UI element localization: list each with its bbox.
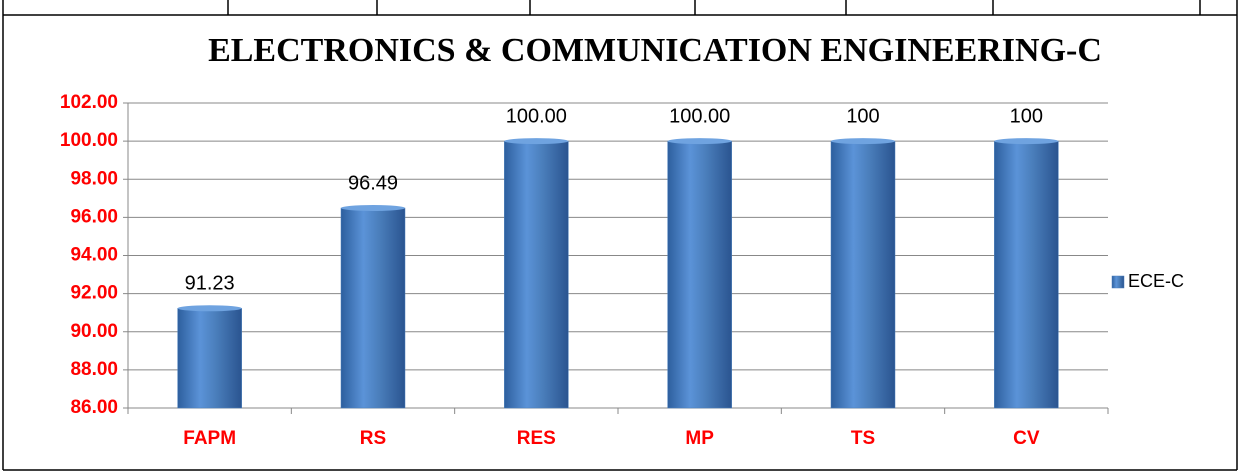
y-tick-label: 88.00 xyxy=(70,359,118,380)
bar xyxy=(504,140,569,409)
value-label: 100 xyxy=(846,105,879,127)
x-tick-label: FAPM xyxy=(183,428,236,449)
value-label: 91.23 xyxy=(185,273,235,295)
value-label: 100 xyxy=(1010,105,1043,127)
x-tick-label: MP xyxy=(685,428,714,449)
bar-cap xyxy=(504,138,569,145)
x-tick-label: RES xyxy=(517,428,556,449)
bar xyxy=(340,207,406,409)
y-tick-label: 90.00 xyxy=(70,321,118,342)
value-label: 100.00 xyxy=(506,105,567,127)
chart-title: ELECTRONICS & COMMUNICATION ENGINEERING-… xyxy=(208,32,1102,69)
value-label: 96.49 xyxy=(348,172,398,194)
legend-label: ECE-C xyxy=(1128,271,1184,291)
value-label: 100.00 xyxy=(669,105,730,127)
y-tick-label: 92.00 xyxy=(70,283,118,304)
x-tick-label: RS xyxy=(360,428,386,449)
bar-cap xyxy=(994,138,1059,145)
legend-swatch xyxy=(1111,275,1125,289)
y-tick-label: 102.00 xyxy=(60,92,118,113)
bar xyxy=(177,308,242,409)
y-tick-label: 96.00 xyxy=(70,206,118,227)
bar-cap xyxy=(831,138,895,145)
x-tick-label: TS xyxy=(851,428,875,449)
bar-cap xyxy=(177,305,242,312)
bar xyxy=(830,140,896,409)
y-tick-label: 100.00 xyxy=(60,130,118,151)
bar-cap xyxy=(667,138,732,145)
y-tick-label: 98.00 xyxy=(70,168,118,189)
y-tick-label: 86.00 xyxy=(70,397,118,418)
bar-cap xyxy=(341,205,405,212)
bar xyxy=(994,140,1059,409)
y-tick-label: 94.00 xyxy=(70,245,118,266)
x-tick-label: CV xyxy=(1013,428,1040,449)
bar xyxy=(667,140,732,409)
